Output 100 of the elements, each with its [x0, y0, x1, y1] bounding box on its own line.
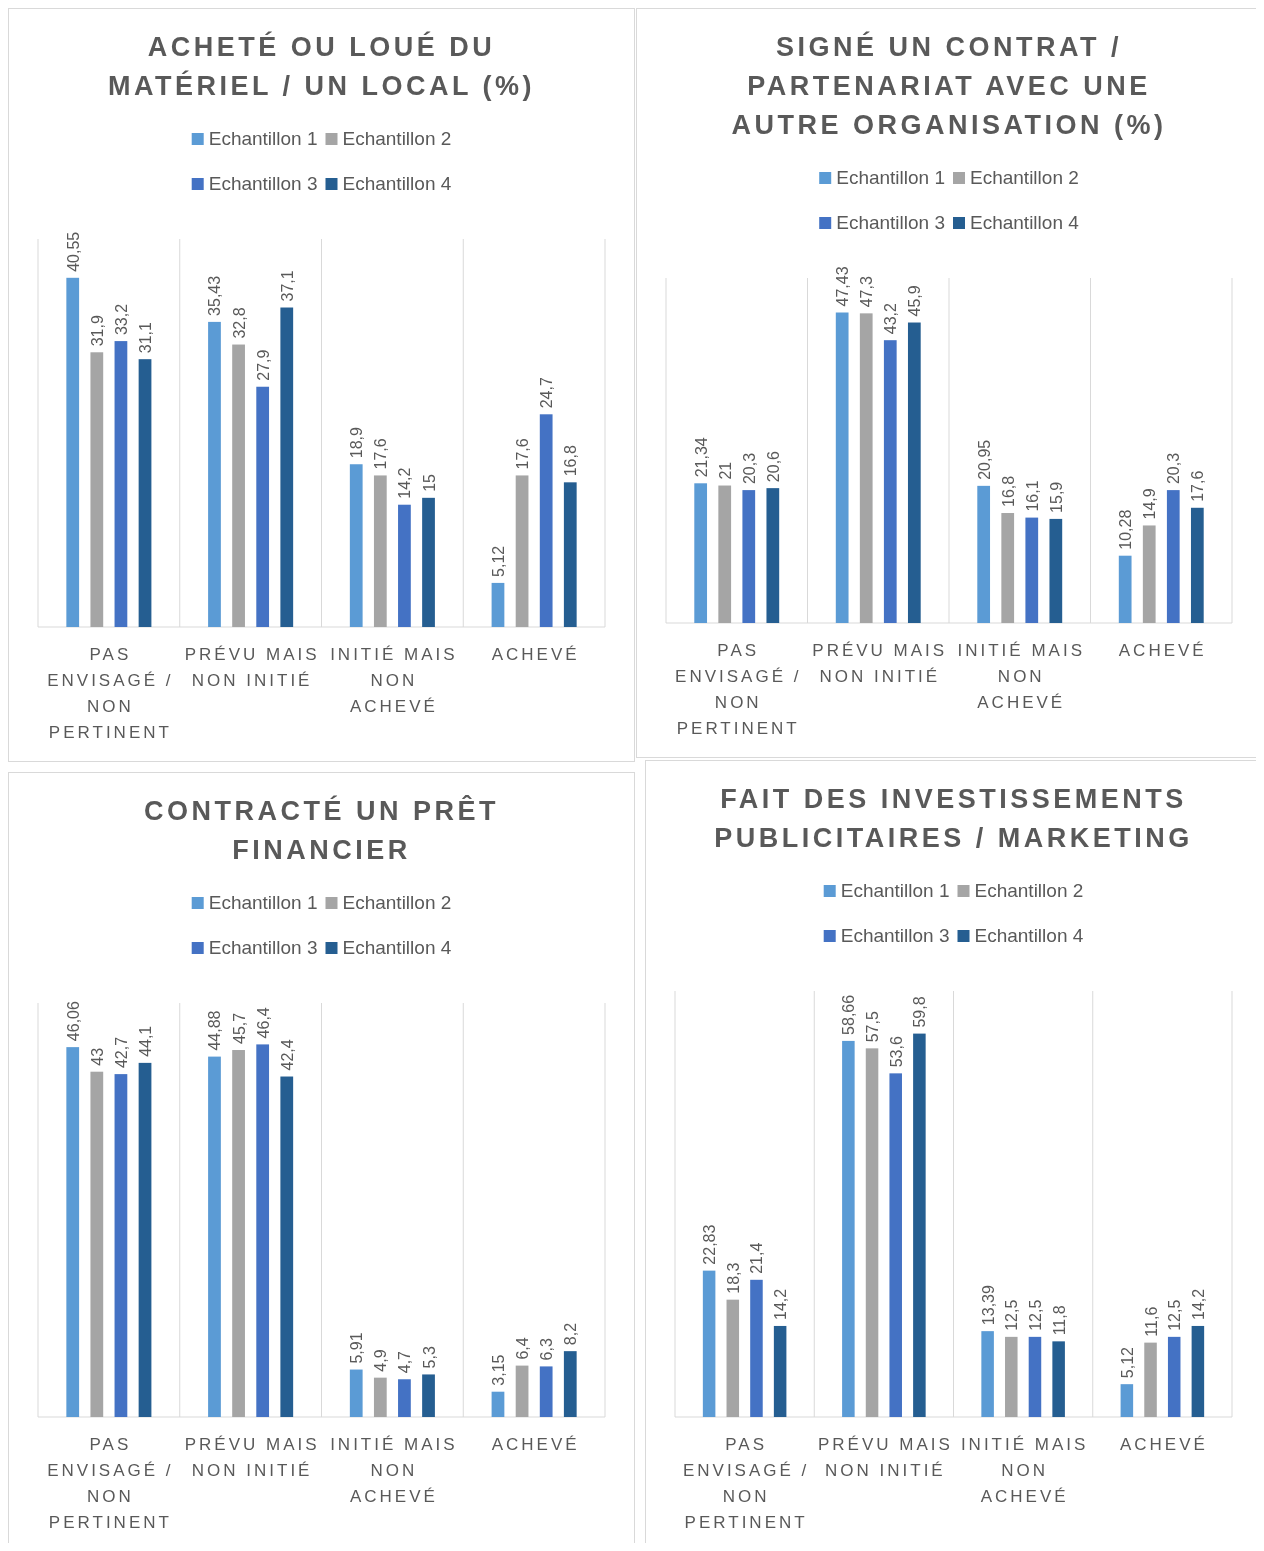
data-label: 14,9	[1141, 488, 1159, 520]
bar	[907, 322, 921, 623]
bar	[1052, 1341, 1065, 1417]
bar	[1049, 518, 1063, 623]
bar	[742, 490, 756, 623]
chart-title: FAIT DES INVESTISSEMENTS PUBLICITAIRES / MARKETING	[714, 784, 1193, 853]
bar	[515, 1365, 529, 1417]
data-label: 14,2	[772, 1288, 790, 1320]
x-tick-label: PAS ENVISAGÉ / NON PERTINENT	[675, 641, 802, 738]
data-label: 53,6	[887, 1036, 905, 1068]
data-label: 44,88	[206, 1010, 224, 1051]
legend-label: Echantillon 1	[836, 167, 945, 188]
data-label: 21,34	[692, 437, 710, 478]
data-label: 5,12	[1118, 1346, 1136, 1379]
x-tick-label: ACHEVÉ	[491, 1435, 580, 1454]
data-label: 27,9	[254, 349, 272, 381]
legend-label: Echantillon 2	[342, 128, 452, 149]
data-label: 20,95	[975, 439, 993, 480]
data-label: 45,9	[906, 285, 924, 317]
x-tick-label: INITIÉ MAIS NON ACHEVÉ	[960, 1435, 1089, 1506]
x-tick-label: INITIÉ MAIS NON ACHEVÉ	[957, 641, 1085, 712]
bar	[1028, 1336, 1042, 1417]
x-tick-label: ACHEVÉ	[491, 645, 580, 664]
bar	[865, 1048, 879, 1417]
data-label: 21	[716, 461, 734, 480]
bar	[422, 497, 435, 627]
bar	[859, 313, 873, 623]
bar	[883, 340, 897, 623]
data-label: 18,3	[724, 1262, 742, 1294]
bar	[913, 1033, 926, 1417]
bar	[373, 1377, 387, 1417]
data-label: 47,3	[858, 276, 876, 308]
bar	[232, 344, 245, 627]
bar	[702, 1270, 716, 1417]
bar	[1001, 513, 1015, 623]
data-label: 5,3	[420, 1346, 438, 1369]
bar	[1120, 1384, 1134, 1417]
x-tick-label: PRÉVU MAIS NON INITIÉ	[184, 645, 320, 690]
bar	[718, 485, 732, 623]
data-label: 4,9	[372, 1349, 390, 1372]
data-label: 43,2	[882, 302, 900, 335]
data-label: 17,6	[372, 438, 390, 470]
legend-label: Echantillon 3	[208, 937, 318, 958]
bar	[256, 1044, 270, 1417]
bar	[280, 1076, 294, 1417]
data-label: 44,1	[137, 1025, 155, 1057]
x-tick-label: INITIÉ MAIS NON ACHEVÉ	[330, 1435, 458, 1506]
x-tick-label: PRÉVU MAIS NON INITIÉ	[812, 641, 948, 686]
x-tick-label: ACHEVÉ	[1119, 1435, 1208, 1454]
data-label: 58,66	[840, 994, 858, 1035]
bar	[208, 321, 221, 627]
data-label: 12,5	[1166, 1299, 1184, 1331]
bar	[208, 1056, 221, 1417]
data-label: 18,9	[348, 427, 366, 459]
bar	[491, 1391, 505, 1417]
bar	[280, 307, 294, 627]
bar	[1025, 517, 1039, 623]
legend-label: Echantillon 3	[836, 212, 945, 233]
legend-label: Echantillon 3	[208, 173, 318, 194]
data-label: 11,8	[1050, 1305, 1068, 1336]
data-label: 4,7	[396, 1350, 414, 1374]
data-label: 5,91	[348, 1332, 366, 1364]
bar	[1190, 507, 1204, 623]
data-label: 8,2	[562, 1322, 580, 1346]
data-label: 37,1	[278, 270, 296, 302]
data-label: 24,7	[538, 377, 556, 409]
data-label: 33,2	[112, 303, 130, 336]
legend-label: Echantillon 1	[840, 880, 950, 901]
data-label: 32,8	[230, 307, 248, 339]
legend-label: Echantillon 1	[208, 892, 318, 913]
data-label: 15	[420, 473, 438, 492]
x-tick-label: PAS ENVISAGÉ / NON PERTINENT	[47, 645, 174, 742]
bar	[114, 1074, 128, 1417]
bar	[422, 1374, 435, 1417]
legend-label: Echantillon 2	[970, 167, 1079, 188]
data-label: 40,55	[64, 231, 82, 272]
bar	[398, 504, 411, 627]
data-label: 16,8	[999, 475, 1017, 508]
bar	[563, 482, 577, 627]
data-label: 20,3	[1165, 452, 1183, 485]
bar	[889, 1073, 902, 1417]
bar	[750, 1279, 763, 1417]
bar	[726, 1299, 740, 1417]
bar	[539, 414, 553, 627]
data-label: 6,4	[514, 1337, 532, 1360]
data-label: 12,5	[1026, 1299, 1044, 1331]
chart-title: CONTRACTÉ UN PRÊT FINANCIER	[144, 795, 499, 865]
x-tick-label: PAS ENVISAGÉ / NON PERTINENT	[682, 1435, 810, 1532]
bar	[981, 1331, 994, 1417]
x-tick-label: PRÉVU MAIS NON INITIÉ	[184, 1435, 320, 1480]
data-label: 31,1	[137, 321, 155, 354]
bar	[373, 475, 387, 627]
bar	[491, 582, 505, 627]
data-label: 5,12	[489, 545, 507, 577]
bar	[977, 485, 991, 623]
bar	[398, 1379, 411, 1417]
data-label: 35,43	[206, 275, 224, 316]
legend-label: Echantillon 1	[208, 128, 318, 149]
data-label: 45,7	[230, 1012, 248, 1045]
bar	[539, 1366, 553, 1417]
